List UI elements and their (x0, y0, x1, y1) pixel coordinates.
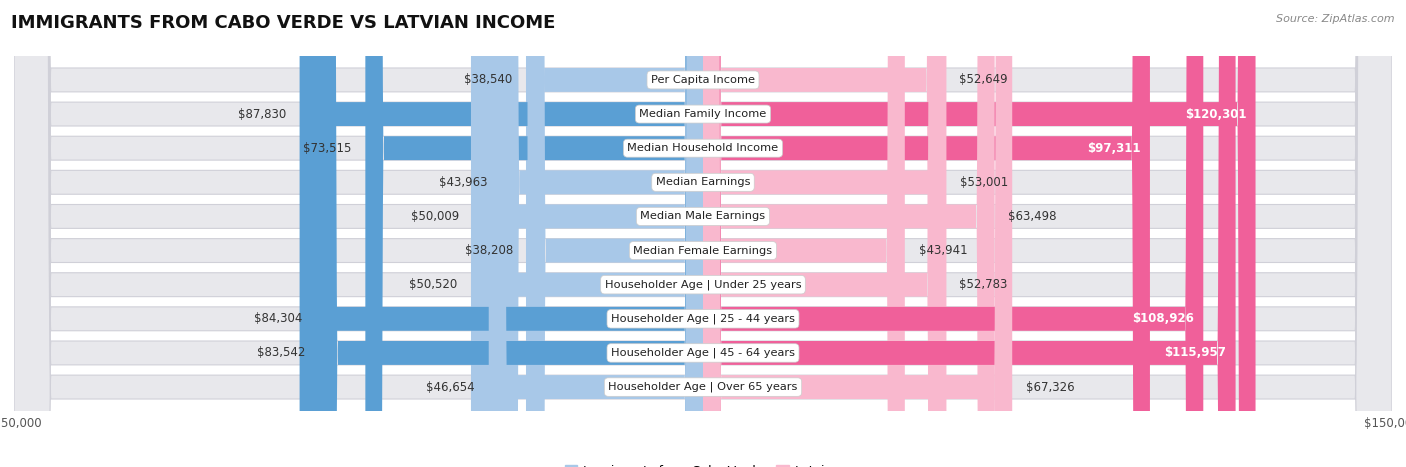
FancyBboxPatch shape (319, 0, 703, 467)
Text: $84,304: $84,304 (253, 312, 302, 325)
FancyBboxPatch shape (703, 0, 1150, 467)
Text: $46,654: $46,654 (426, 381, 475, 394)
Text: Householder Age | Over 65 years: Householder Age | Over 65 years (609, 382, 797, 392)
Text: $67,326: $67,326 (1026, 381, 1074, 394)
FancyBboxPatch shape (14, 0, 1392, 467)
FancyBboxPatch shape (14, 0, 1392, 467)
Legend: Immigrants from Cabo Verde, Latvian: Immigrants from Cabo Verde, Latvian (560, 460, 846, 467)
Text: $52,783: $52,783 (959, 278, 1008, 291)
FancyBboxPatch shape (703, 0, 1204, 467)
Text: IMMIGRANTS FROM CABO VERDE VS LATVIAN INCOME: IMMIGRANTS FROM CABO VERDE VS LATVIAN IN… (11, 14, 555, 32)
Text: $73,515: $73,515 (304, 142, 352, 155)
FancyBboxPatch shape (14, 0, 1392, 467)
Text: $108,926: $108,926 (1132, 312, 1194, 325)
FancyBboxPatch shape (14, 0, 1392, 467)
FancyBboxPatch shape (14, 0, 1392, 467)
FancyBboxPatch shape (471, 0, 703, 467)
Text: Householder Age | Under 25 years: Householder Age | Under 25 years (605, 279, 801, 290)
FancyBboxPatch shape (703, 0, 1256, 467)
FancyBboxPatch shape (14, 0, 1392, 467)
Text: Householder Age | 45 - 64 years: Householder Age | 45 - 64 years (612, 348, 794, 358)
Text: Median Male Earnings: Median Male Earnings (641, 212, 765, 221)
Text: Median Family Income: Median Family Income (640, 109, 766, 119)
FancyBboxPatch shape (703, 0, 946, 467)
Text: $97,311: $97,311 (1087, 142, 1140, 155)
FancyBboxPatch shape (703, 0, 1236, 467)
Text: $43,941: $43,941 (918, 244, 967, 257)
Text: $115,957: $115,957 (1164, 347, 1226, 360)
Text: $52,649: $52,649 (959, 73, 1007, 86)
FancyBboxPatch shape (474, 0, 703, 467)
FancyBboxPatch shape (14, 0, 1392, 467)
FancyBboxPatch shape (527, 0, 703, 467)
Text: Median Female Earnings: Median Female Earnings (634, 246, 772, 255)
FancyBboxPatch shape (316, 0, 703, 467)
Text: $50,009: $50,009 (412, 210, 460, 223)
FancyBboxPatch shape (703, 0, 905, 467)
Text: $50,520: $50,520 (409, 278, 457, 291)
FancyBboxPatch shape (501, 0, 703, 467)
FancyBboxPatch shape (366, 0, 703, 467)
Text: Householder Age | 25 - 44 years: Householder Age | 25 - 44 years (612, 313, 794, 324)
Text: $63,498: $63,498 (1008, 210, 1057, 223)
FancyBboxPatch shape (489, 0, 703, 467)
FancyBboxPatch shape (703, 0, 945, 467)
Text: $43,963: $43,963 (439, 176, 488, 189)
FancyBboxPatch shape (526, 0, 703, 467)
Text: Median Earnings: Median Earnings (655, 177, 751, 187)
Text: Median Household Income: Median Household Income (627, 143, 779, 153)
FancyBboxPatch shape (703, 0, 945, 467)
Text: $38,208: $38,208 (465, 244, 513, 257)
FancyBboxPatch shape (14, 0, 1392, 467)
Text: Source: ZipAtlas.com: Source: ZipAtlas.com (1277, 14, 1395, 24)
Text: $38,540: $38,540 (464, 73, 512, 86)
Text: $53,001: $53,001 (960, 176, 1008, 189)
FancyBboxPatch shape (703, 0, 1012, 467)
Text: $83,542: $83,542 (257, 347, 305, 360)
FancyBboxPatch shape (703, 0, 994, 467)
Text: $87,830: $87,830 (238, 107, 285, 120)
FancyBboxPatch shape (14, 0, 1392, 467)
Text: $120,301: $120,301 (1185, 107, 1246, 120)
FancyBboxPatch shape (299, 0, 703, 467)
Text: Per Capita Income: Per Capita Income (651, 75, 755, 85)
FancyBboxPatch shape (14, 0, 1392, 467)
